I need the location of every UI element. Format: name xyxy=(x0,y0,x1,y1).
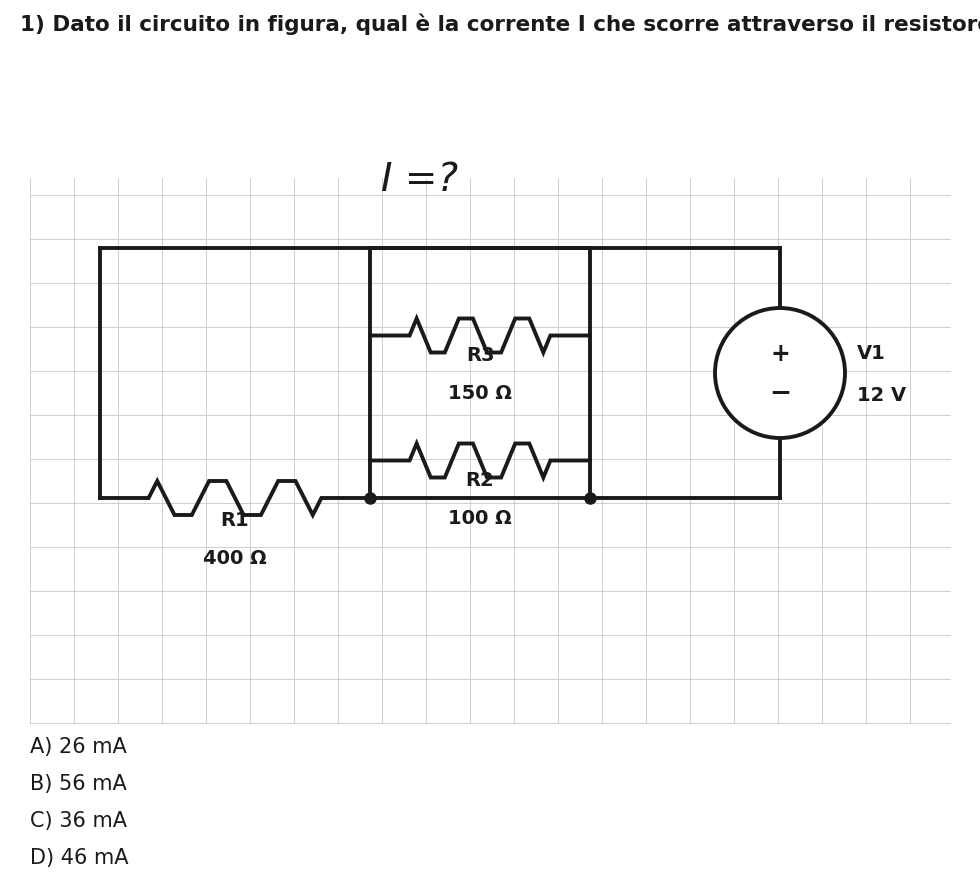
Text: −: − xyxy=(769,380,791,407)
Text: R3: R3 xyxy=(466,346,494,365)
Text: 400 Ω: 400 Ω xyxy=(203,549,267,567)
Circle shape xyxy=(715,309,845,438)
Text: 100 Ω: 100 Ω xyxy=(448,509,512,528)
Text: A) 26 mA: A) 26 mA xyxy=(30,736,126,756)
Text: R2: R2 xyxy=(466,471,494,490)
Text: R1: R1 xyxy=(220,510,249,529)
Text: +: + xyxy=(770,342,790,365)
Text: 12 V: 12 V xyxy=(857,386,906,405)
Text: C) 36 mA: C) 36 mA xyxy=(30,810,127,830)
Text: 150 Ω: 150 Ω xyxy=(448,384,512,403)
Text: I =?: I =? xyxy=(381,161,459,198)
Text: 1) Dato il circuito in figura, qual è la corrente I che scorre attraverso il res: 1) Dato il circuito in figura, qual è la… xyxy=(20,13,980,34)
Text: D) 46 mA: D) 46 mA xyxy=(30,847,128,867)
Text: V1: V1 xyxy=(857,344,886,363)
Text: B) 56 mA: B) 56 mA xyxy=(30,774,126,793)
